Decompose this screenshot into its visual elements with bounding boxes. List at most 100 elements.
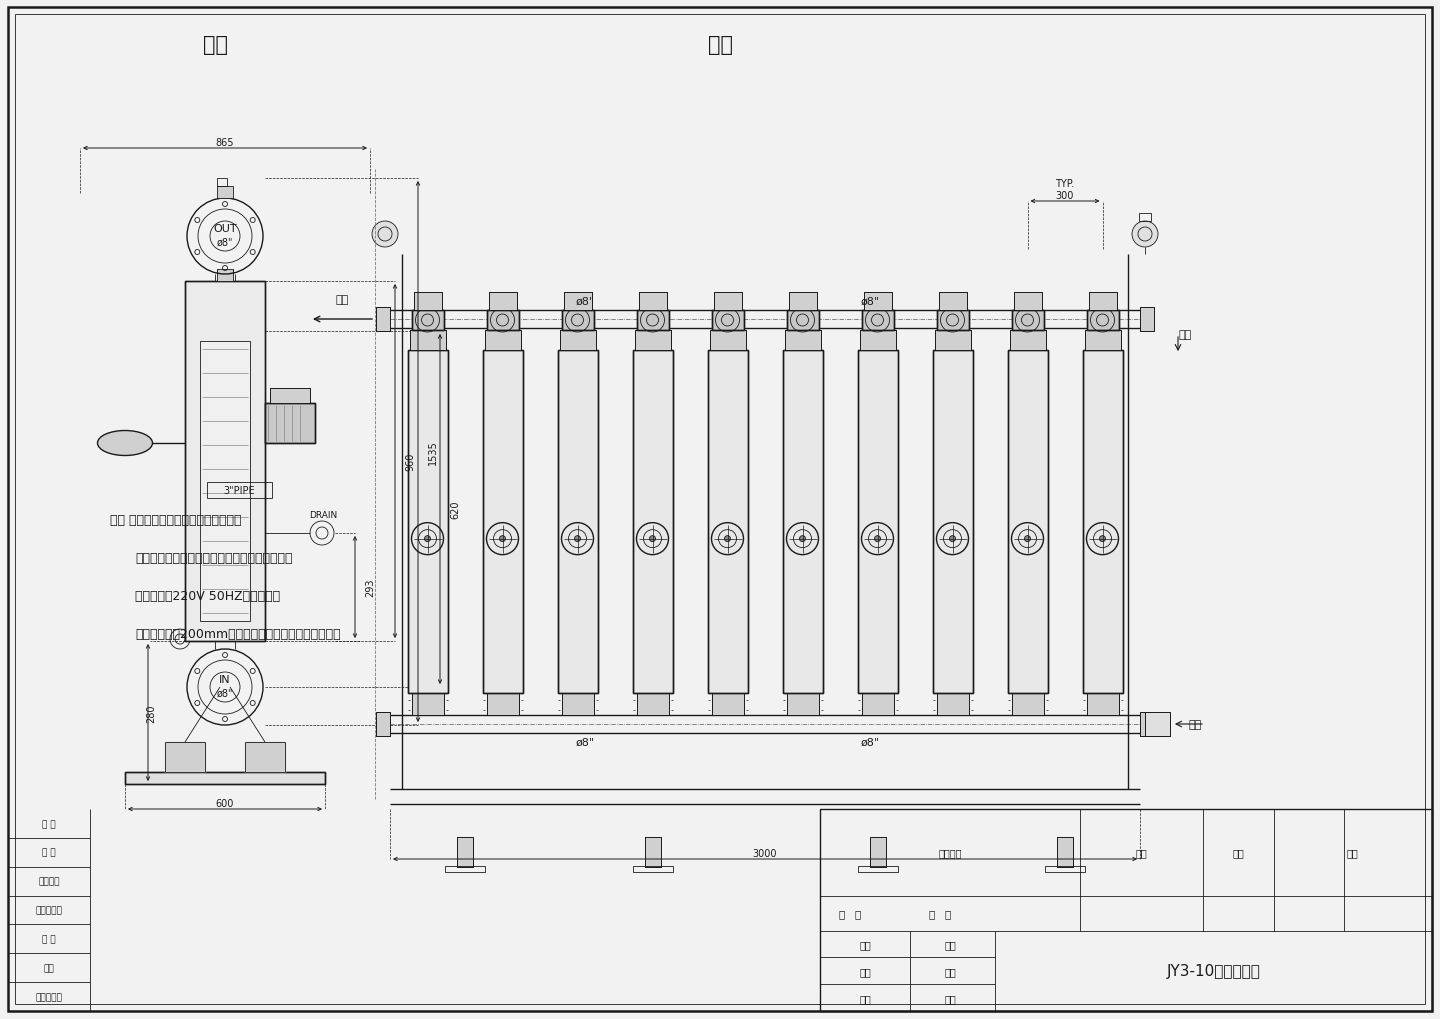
Bar [488,292,517,311]
Bar [412,311,444,331]
Bar [711,311,743,331]
Bar [1011,693,1044,715]
Bar [487,693,518,715]
Text: 重量: 重量 [1346,848,1359,858]
Bar [482,351,523,693]
Circle shape [799,536,805,542]
Text: ø8": ø8" [217,688,233,698]
Bar [1140,308,1153,331]
Bar [456,838,472,867]
Text: 3000: 3000 [753,848,778,858]
Bar [635,331,671,351]
Bar [1008,351,1047,693]
Text: 出水: 出水 [336,294,348,305]
Bar [125,772,325,785]
Bar [933,351,972,693]
Bar [1145,712,1169,737]
Bar [1087,693,1119,715]
Text: 审核: 审核 [860,940,871,949]
Bar [857,866,897,872]
Bar [857,351,897,693]
Text: 设备基础为高200mm水泥平台，安装后膨胀螺钉生根。: 设备基础为高200mm水泥平台，安装后膨胀螺钉生根。 [135,627,341,640]
Text: 300: 300 [1056,191,1074,201]
Bar [408,351,448,693]
Bar [782,351,822,693]
Bar [1089,292,1116,311]
Text: OUT: OUT [213,224,236,233]
Bar [710,331,746,351]
Bar [487,311,518,331]
Bar [786,311,818,331]
Bar [482,351,523,693]
Bar [1140,712,1153,737]
Bar [713,292,742,311]
Bar [456,838,472,867]
Circle shape [1024,536,1031,542]
Bar [935,331,971,351]
Bar [936,311,969,331]
Circle shape [425,536,431,542]
Bar [1084,331,1120,351]
Bar [557,351,598,693]
Bar [563,292,592,311]
Bar [1087,693,1119,715]
Circle shape [649,536,655,542]
Text: 底图总号: 底图总号 [39,876,59,886]
Bar [786,693,818,715]
Bar [413,292,442,311]
Bar [936,693,969,715]
Bar [1083,351,1123,693]
Bar [645,838,661,867]
Bar [488,292,517,311]
Bar [1011,693,1044,715]
Text: 日期: 日期 [945,940,956,949]
Bar [125,772,325,785]
Bar [376,308,390,331]
Bar [484,331,520,351]
Bar [1139,214,1151,222]
Text: 3"PIPE: 3"PIPE [223,485,255,495]
Bar [635,331,671,351]
Polygon shape [245,742,285,772]
Bar [645,838,661,867]
Bar [819,809,1431,1011]
Bar [271,388,310,404]
Text: 960: 960 [405,452,415,471]
Bar [860,331,896,351]
Bar [1045,866,1084,872]
Bar [636,693,668,715]
Text: 排污: 排污 [1178,330,1192,339]
Bar [412,693,444,715]
Bar [935,331,971,351]
Text: 日 期: 日 期 [42,819,56,828]
Bar [409,331,445,351]
Bar [1009,331,1045,351]
Text: 865: 865 [216,138,235,148]
Text: 共   张: 共 张 [840,909,861,918]
Bar [864,292,891,311]
Text: 描图: 描图 [43,963,55,972]
Bar [1014,292,1041,311]
Ellipse shape [98,431,153,457]
Bar [563,292,592,311]
Bar [861,311,893,331]
Bar [413,292,442,311]
Bar [710,331,746,351]
Bar [861,693,893,715]
Bar [445,866,485,872]
Bar [936,311,969,331]
Bar [1008,351,1047,693]
Bar [707,351,747,693]
Text: 侧视: 侧视 [707,35,733,55]
Text: 图样标记: 图样标记 [939,848,962,858]
Bar [789,292,816,311]
Bar [217,186,233,199]
Bar [562,693,593,715]
Text: 293: 293 [364,578,374,597]
Text: 正视: 正视 [203,35,228,55]
Bar [636,693,668,715]
Bar [870,838,886,867]
Bar [560,331,596,351]
Text: 描图: 描图 [860,966,871,976]
Bar [632,351,672,693]
